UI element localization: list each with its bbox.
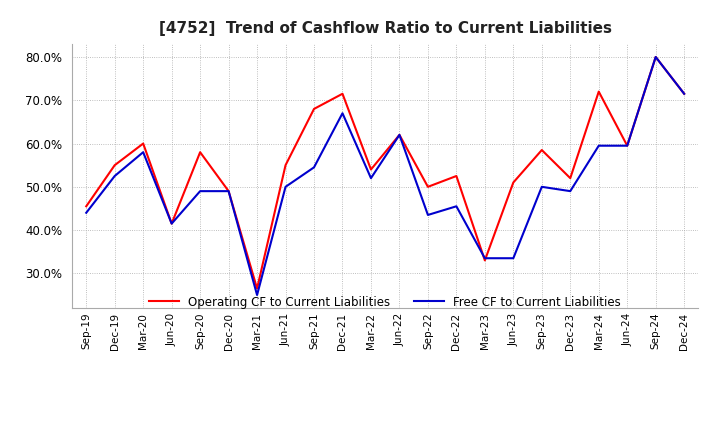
- Operating CF to Current Liabilities: [225, 188, 233, 194]
- Operating CF to Current Liabilities: [652, 55, 660, 60]
- Operating CF to Current Liabilities: [366, 167, 375, 172]
- Free CF to Current Liabilities: [623, 143, 631, 148]
- Free CF to Current Liabilities: [566, 188, 575, 194]
- Free CF to Current Liabilities: [423, 213, 432, 218]
- Free CF to Current Liabilities: [338, 110, 347, 116]
- Line: Operating CF to Current Liabilities: Operating CF to Current Liabilities: [86, 57, 684, 289]
- Operating CF to Current Liabilities: [509, 180, 518, 185]
- Operating CF to Current Liabilities: [623, 143, 631, 148]
- Free CF to Current Liabilities: [366, 176, 375, 181]
- Free CF to Current Liabilities: [537, 184, 546, 190]
- Free CF to Current Liabilities: [253, 292, 261, 297]
- Title: [4752]  Trend of Cashflow Ratio to Current Liabilities: [4752] Trend of Cashflow Ratio to Curren…: [158, 21, 612, 36]
- Legend: Operating CF to Current Liabilities, Free CF to Current Liabilities: Operating CF to Current Liabilities, Fre…: [145, 291, 626, 313]
- Free CF to Current Liabilities: [509, 256, 518, 261]
- Operating CF to Current Liabilities: [310, 106, 318, 112]
- Operating CF to Current Liabilities: [537, 147, 546, 153]
- Free CF to Current Liabilities: [480, 256, 489, 261]
- Free CF to Current Liabilities: [395, 132, 404, 138]
- Free CF to Current Liabilities: [452, 204, 461, 209]
- Free CF to Current Liabilities: [680, 91, 688, 96]
- Operating CF to Current Liabilities: [680, 91, 688, 96]
- Free CF to Current Liabilities: [282, 184, 290, 190]
- Free CF to Current Liabilities: [652, 55, 660, 60]
- Operating CF to Current Liabilities: [338, 91, 347, 96]
- Free CF to Current Liabilities: [196, 188, 204, 194]
- Operating CF to Current Liabilities: [82, 204, 91, 209]
- Operating CF to Current Liabilities: [566, 176, 575, 181]
- Free CF to Current Liabilities: [139, 150, 148, 155]
- Operating CF to Current Liabilities: [595, 89, 603, 94]
- Operating CF to Current Liabilities: [110, 162, 119, 168]
- Operating CF to Current Liabilities: [480, 258, 489, 263]
- Operating CF to Current Liabilities: [167, 221, 176, 226]
- Free CF to Current Liabilities: [110, 173, 119, 179]
- Line: Free CF to Current Liabilities: Free CF to Current Liabilities: [86, 57, 684, 295]
- Free CF to Current Liabilities: [167, 221, 176, 226]
- Operating CF to Current Liabilities: [253, 286, 261, 291]
- Operating CF to Current Liabilities: [282, 162, 290, 168]
- Free CF to Current Liabilities: [595, 143, 603, 148]
- Free CF to Current Liabilities: [82, 210, 91, 216]
- Operating CF to Current Liabilities: [452, 173, 461, 179]
- Operating CF to Current Liabilities: [196, 150, 204, 155]
- Operating CF to Current Liabilities: [139, 141, 148, 146]
- Operating CF to Current Liabilities: [423, 184, 432, 190]
- Free CF to Current Liabilities: [310, 165, 318, 170]
- Free CF to Current Liabilities: [225, 188, 233, 194]
- Operating CF to Current Liabilities: [395, 132, 404, 138]
